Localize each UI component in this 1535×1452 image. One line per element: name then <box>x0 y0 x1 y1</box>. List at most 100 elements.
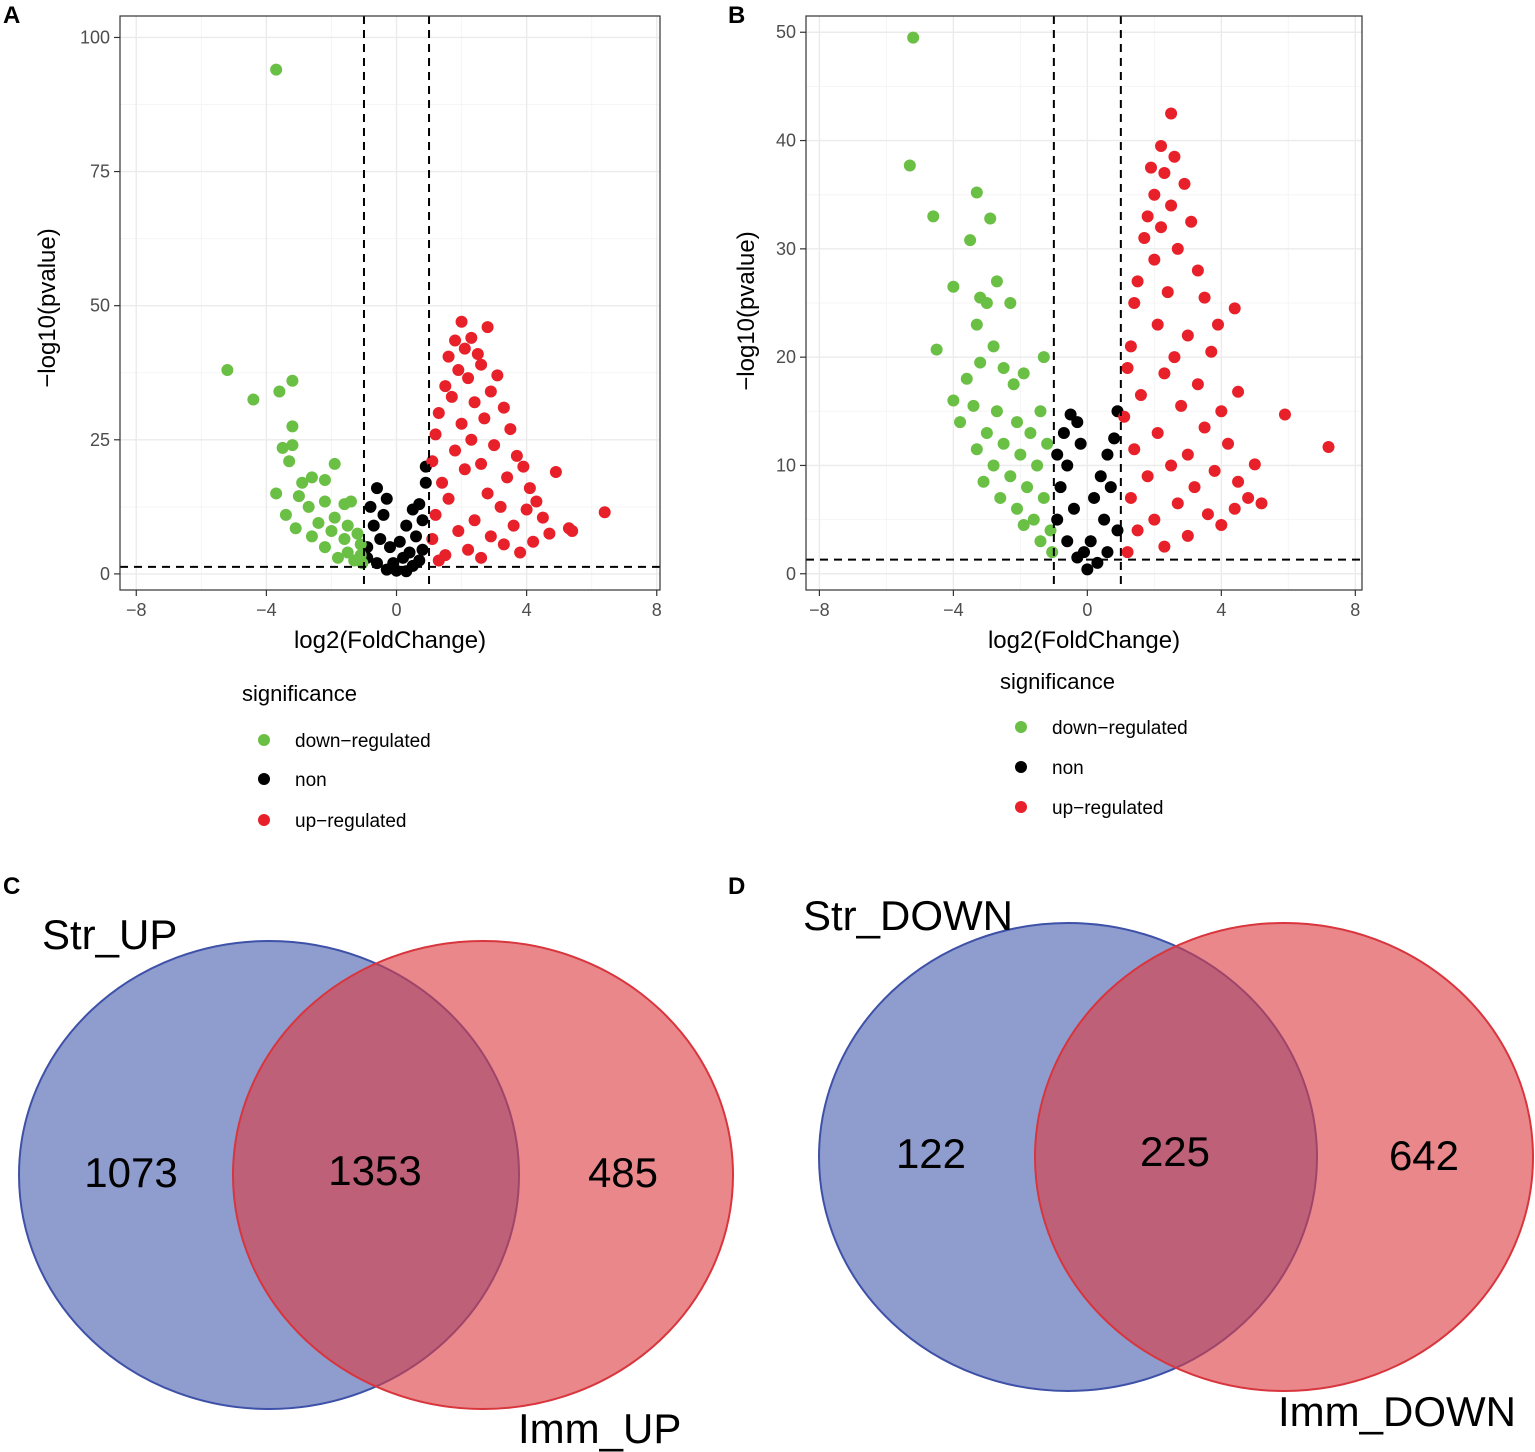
point-up <box>1121 546 1134 559</box>
legend-label-non: non <box>295 770 327 791</box>
point-down <box>990 405 1003 418</box>
point-non <box>400 565 413 578</box>
point-up <box>1232 475 1245 488</box>
x-axis-ticks: −8 −4 0 4 8 <box>126 590 662 620</box>
point-down <box>1007 378 1020 391</box>
point-down <box>927 210 940 223</box>
point-down <box>1034 535 1047 548</box>
point-up <box>1155 139 1168 152</box>
point-up <box>462 543 475 556</box>
point-up <box>465 331 478 344</box>
legend: significance down−regulated non up−regul… <box>242 681 431 832</box>
point-up <box>471 347 484 360</box>
point-up <box>432 554 445 567</box>
point-down <box>964 234 977 247</box>
point-up <box>1141 470 1154 483</box>
panel-letter-d: D <box>728 873 745 900</box>
venn-diagram-c: C Str_UP Imm_UP 1073 1353 485 <box>3 873 734 1452</box>
y-tick-label: 50 <box>90 296 110 316</box>
point-up <box>1128 443 1141 456</box>
point-non <box>413 498 426 511</box>
point-up <box>1322 441 1335 454</box>
point-down <box>325 524 338 537</box>
point-up <box>517 460 530 473</box>
point-up <box>432 406 445 419</box>
venn-set-imm-down <box>1034 922 1534 1392</box>
point-down <box>930 343 943 356</box>
point-down <box>1027 513 1040 526</box>
point-up <box>598 506 611 519</box>
point-up <box>1232 385 1245 398</box>
point-up <box>1215 519 1228 532</box>
point-down <box>351 527 364 540</box>
point-up <box>1171 242 1184 255</box>
point-down <box>907 31 920 44</box>
point-down <box>997 361 1010 374</box>
point-non <box>1108 432 1121 445</box>
point-non <box>1098 513 1111 526</box>
x-tick-label: −4 <box>256 600 277 620</box>
point-up <box>478 412 491 425</box>
point-up <box>1165 199 1178 212</box>
point-up <box>566 524 579 537</box>
point-down <box>296 476 309 489</box>
x-tick-label: −8 <box>126 600 147 620</box>
point-down <box>984 212 997 225</box>
point-down <box>1017 519 1030 532</box>
point-up <box>536 511 549 524</box>
legend-key-down <box>1015 721 1027 733</box>
venn-set-imm-up <box>232 940 734 1410</box>
point-down <box>994 491 1007 504</box>
point-up <box>1181 529 1194 542</box>
point-up <box>452 364 465 377</box>
venn-count-right: 642 <box>1389 1132 1459 1179</box>
point-down <box>305 530 318 543</box>
point-down <box>247 393 260 406</box>
point-non <box>1101 448 1114 461</box>
point-up <box>1148 253 1161 266</box>
x-tick-label: 4 <box>522 600 532 620</box>
point-down <box>960 372 973 385</box>
point-up <box>1201 508 1214 521</box>
legend-title: significance <box>242 681 357 706</box>
legend-key-up <box>1015 801 1027 813</box>
point-down <box>341 519 354 532</box>
point-up <box>1131 524 1144 537</box>
point-up <box>468 396 481 409</box>
point-non <box>367 519 380 532</box>
point-up <box>1138 232 1151 245</box>
point-up <box>1215 405 1228 418</box>
point-non <box>1057 426 1070 439</box>
point-up <box>1144 161 1157 174</box>
point-down <box>286 374 299 387</box>
point-up <box>1191 264 1204 277</box>
venn-count-left: 122 <box>896 1130 966 1177</box>
point-up <box>1128 297 1141 309</box>
point-up <box>1151 426 1164 439</box>
y-axis-title: −log10(pvalue) <box>733 231 760 390</box>
legend-key-down <box>258 734 270 746</box>
point-up <box>484 530 497 543</box>
point-up <box>504 423 517 436</box>
point-down <box>987 459 1000 472</box>
legend-label-down: down−regulated <box>295 731 431 752</box>
point-down <box>1011 416 1024 429</box>
y-tick-label: 25 <box>90 430 110 450</box>
venn-diagram-d: D Str_DOWN Imm_DOWN 122 225 642 <box>728 873 1534 1435</box>
point-down <box>990 275 1003 288</box>
point-up <box>507 519 520 532</box>
y-tick-label: 10 <box>776 455 796 475</box>
point-down <box>302 500 315 513</box>
data-points <box>221 63 611 578</box>
point-up <box>1168 150 1181 163</box>
point-down <box>289 522 302 535</box>
point-up <box>429 508 442 521</box>
point-non <box>400 519 413 532</box>
point-up <box>1228 302 1241 315</box>
point-down <box>328 511 341 524</box>
venn-count-intersection: 225 <box>1140 1128 1210 1175</box>
point-up <box>429 428 442 441</box>
y-tick-label: 0 <box>786 564 796 584</box>
point-down <box>1021 481 1034 494</box>
point-up <box>445 390 458 403</box>
